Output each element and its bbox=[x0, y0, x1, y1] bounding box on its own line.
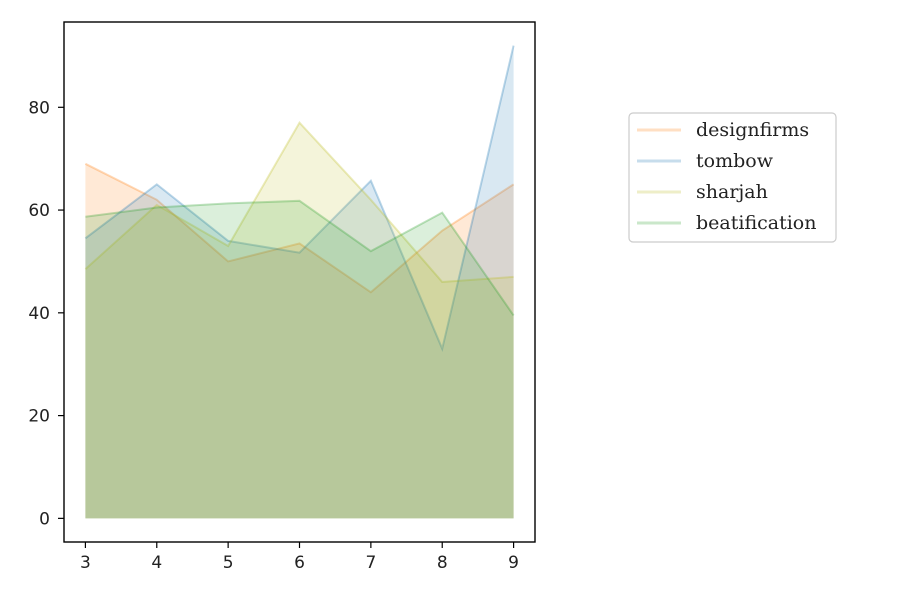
x-tick-label: 7 bbox=[365, 553, 376, 573]
series-line-beatification bbox=[85, 199, 515, 316]
y-tick-label: 0 bbox=[39, 509, 50, 529]
legend-item-sharjah: sharjah bbox=[637, 181, 768, 203]
y-tick-label: 60 bbox=[28, 201, 50, 221]
legend-item-designfirms: designfirms bbox=[637, 119, 809, 141]
series-line-designfirms bbox=[84, 162, 515, 294]
y-axis: 0 20 40 60 80 bbox=[28, 98, 64, 529]
legend-label: tombow bbox=[696, 150, 774, 172]
legend-box bbox=[628, 112, 837, 243]
x-axis: 3 4 5 6 7 8 9 bbox=[80, 542, 519, 573]
legend-label: beatification bbox=[696, 212, 816, 234]
y-tick-label: 40 bbox=[28, 304, 50, 324]
x-tick-label: 4 bbox=[151, 553, 162, 573]
x-tick-label: 5 bbox=[223, 553, 234, 573]
x-tick-label: 9 bbox=[508, 553, 519, 573]
legend-item-tombow: tombow bbox=[637, 150, 774, 172]
y-tick-label: 80 bbox=[28, 98, 50, 118]
x-tick-label: 6 bbox=[294, 553, 305, 573]
series-area-beatification bbox=[85, 200, 514, 519]
legend-label: sharjah bbox=[696, 181, 768, 203]
legend-label: designfirms bbox=[696, 119, 809, 141]
legend: designfirms tombow sharjah beatification bbox=[628, 112, 837, 243]
y-tick-label: 20 bbox=[28, 407, 50, 427]
x-tick-label: 3 bbox=[80, 553, 91, 573]
series-line-tombow bbox=[84, 45, 515, 353]
series-areas bbox=[84, 45, 515, 519]
x-tick-label: 8 bbox=[437, 553, 448, 573]
series-area-designfirms bbox=[85, 163, 514, 519]
legend-item-beatification: beatification bbox=[637, 212, 816, 234]
series-area-tombow bbox=[85, 45, 514, 519]
series-area-sharjah bbox=[85, 122, 514, 519]
series-line-sharjah bbox=[84, 121, 514, 284]
